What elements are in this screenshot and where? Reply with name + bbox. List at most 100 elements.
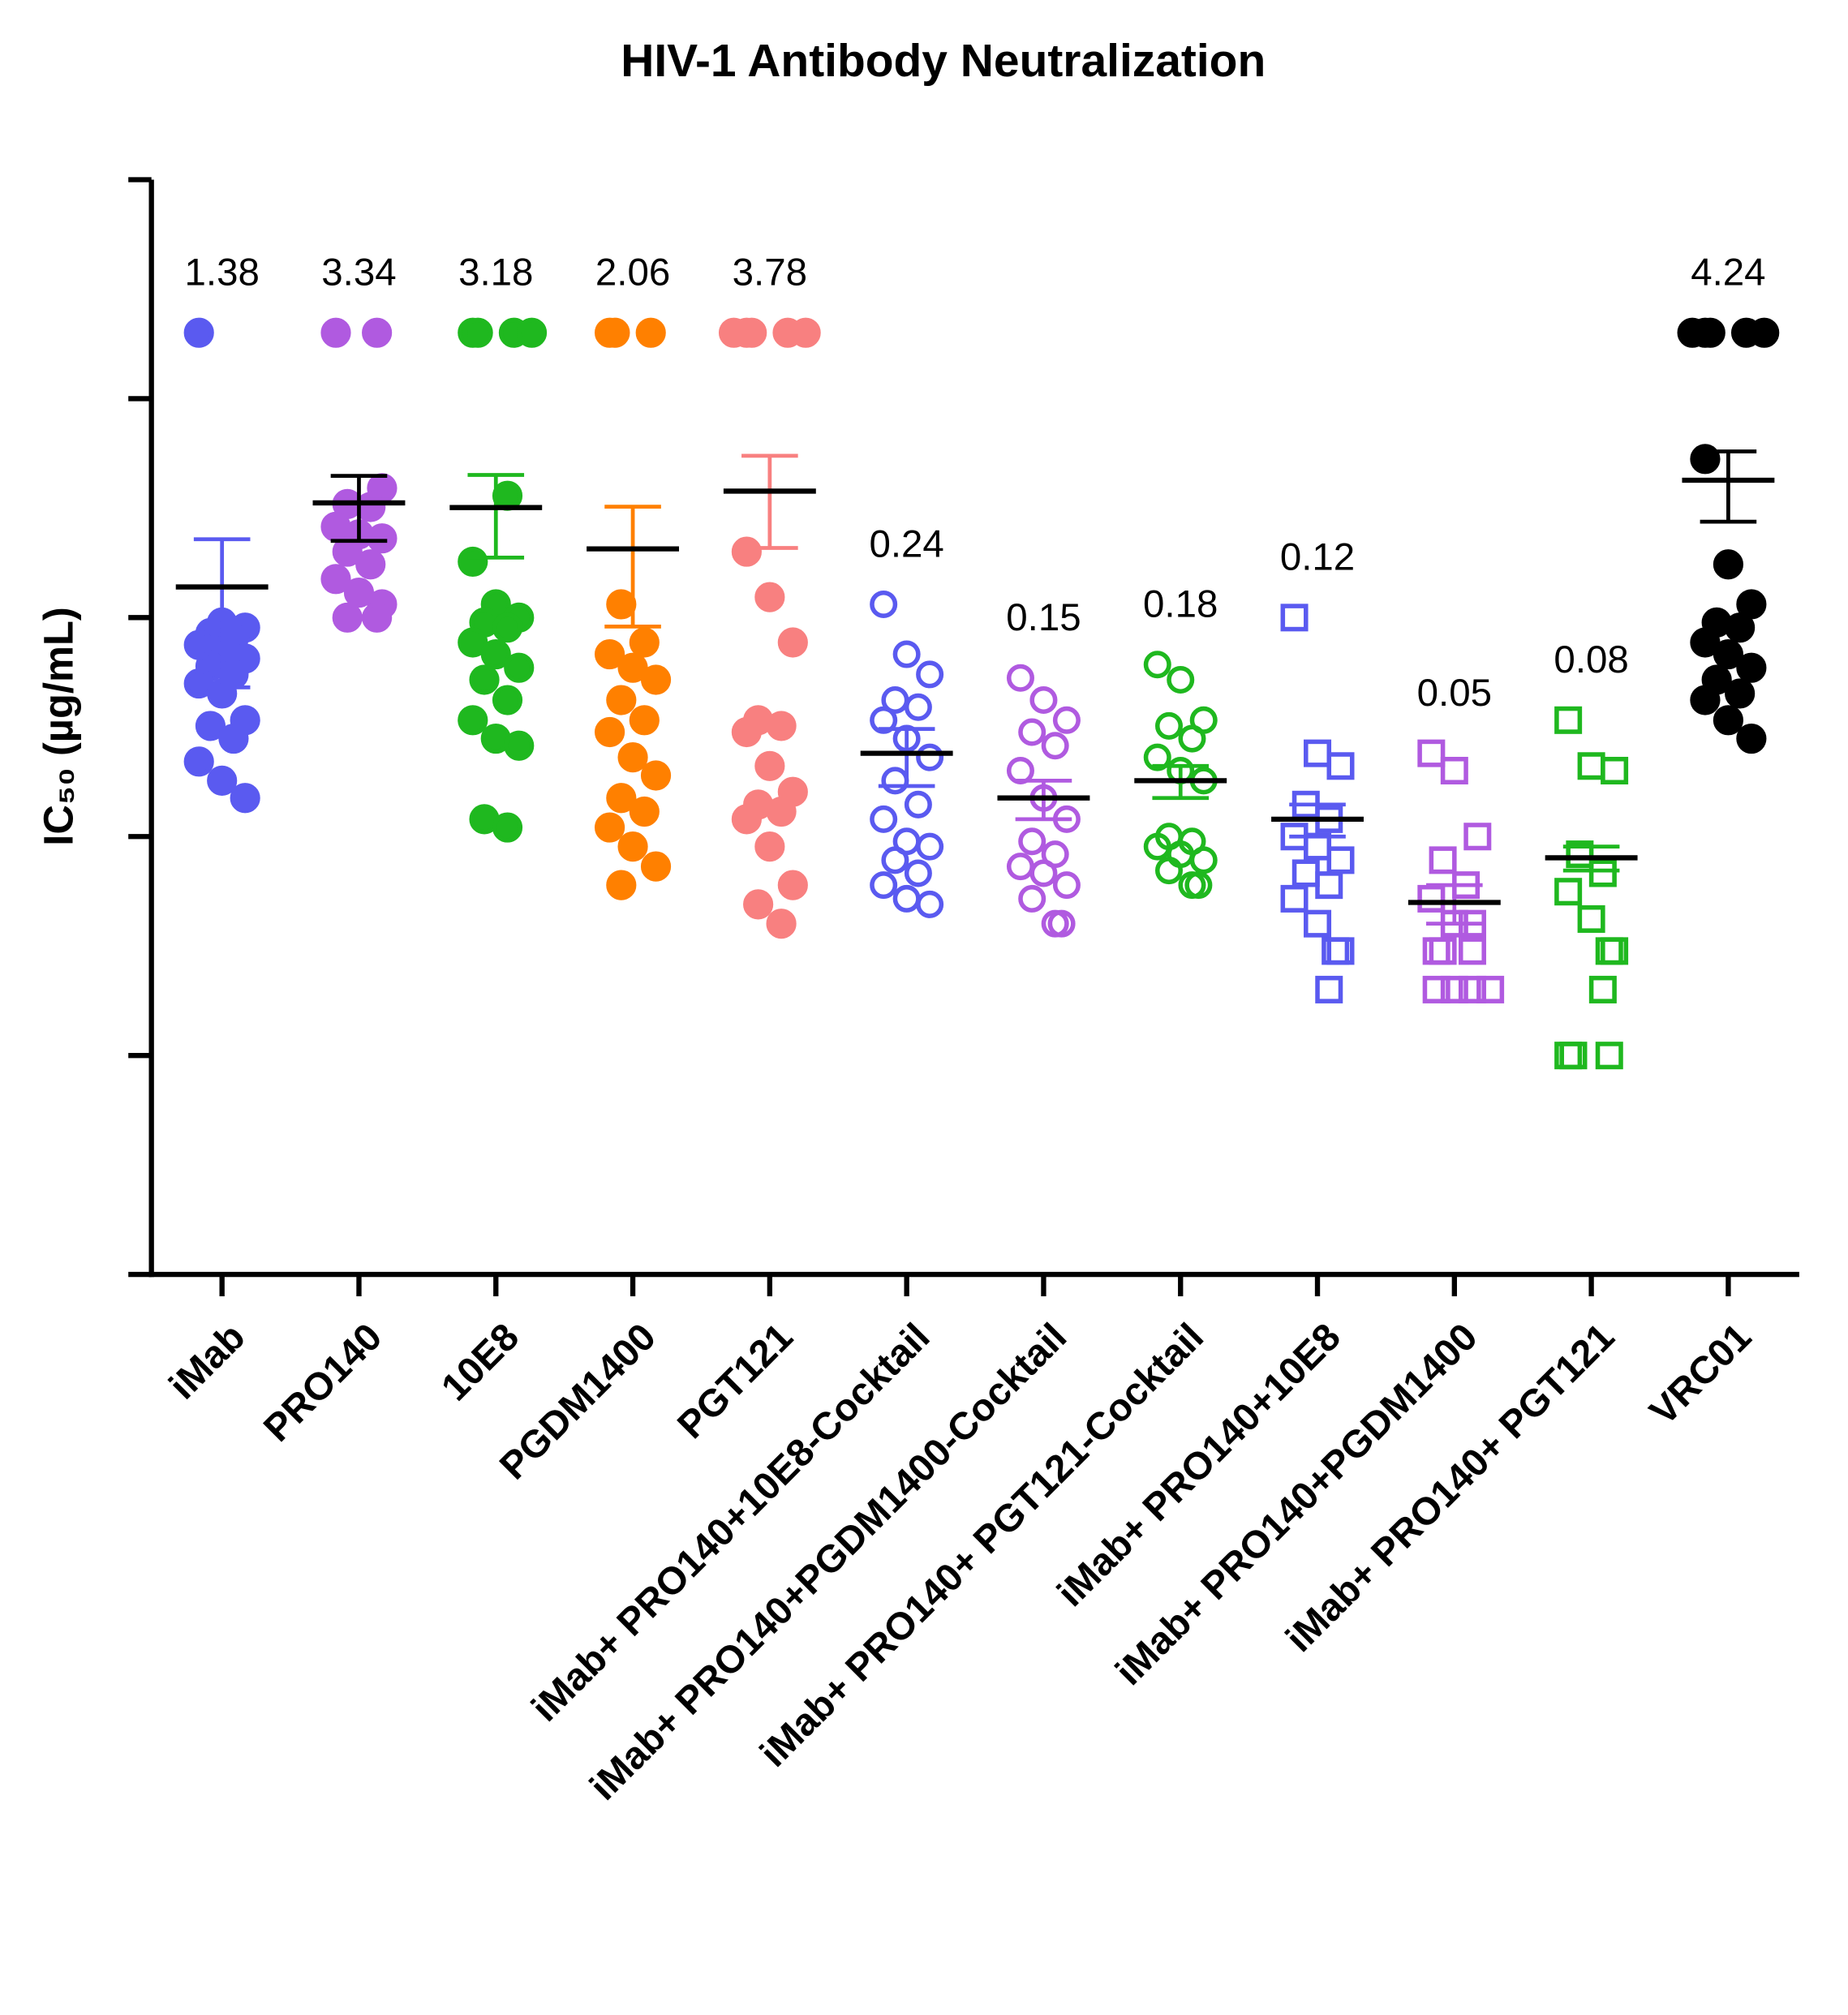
mean-label: 0.05	[1417, 672, 1492, 715]
data-point	[1326, 752, 1355, 780]
data-point	[1690, 627, 1721, 658]
data-point	[1291, 859, 1320, 887]
data-point	[904, 859, 932, 887]
data-point	[1595, 937, 1623, 965]
data-point	[635, 317, 666, 348]
data-point	[1554, 878, 1583, 906]
data-point	[904, 693, 932, 721]
data-point	[195, 711, 226, 741]
data-point	[731, 716, 762, 748]
data-point	[766, 796, 797, 827]
mean-label: 0.08	[1554, 638, 1628, 681]
data-point	[916, 660, 944, 689]
data-point	[629, 627, 660, 658]
data-point	[355, 549, 386, 580]
data-point	[1736, 589, 1767, 620]
data-point	[870, 871, 898, 900]
data-point	[1304, 832, 1332, 861]
mean-label: 1.38	[184, 251, 259, 294]
data-point	[870, 590, 898, 618]
x-tick-label: VRC01	[1642, 1315, 1760, 1433]
data-point	[1304, 739, 1332, 767]
data-point	[1052, 706, 1081, 734]
data-point	[1690, 685, 1721, 715]
data-point	[1178, 724, 1206, 753]
data-point	[777, 870, 808, 900]
data-point	[504, 652, 535, 683]
data-point	[1006, 664, 1034, 692]
data-point	[1577, 904, 1605, 933]
data-point	[1029, 686, 1058, 715]
data-point	[916, 832, 944, 861]
data-point	[462, 317, 493, 348]
data-point	[640, 664, 672, 695]
data-point	[1595, 1042, 1623, 1070]
data-point	[1143, 743, 1171, 771]
data-point	[754, 750, 785, 781]
data-point	[1143, 651, 1171, 679]
data-point	[881, 767, 909, 795]
data-point	[343, 577, 375, 608]
data-point	[1280, 884, 1309, 913]
data-point	[355, 492, 386, 522]
data-point	[594, 716, 625, 748]
data-point	[1018, 718, 1046, 746]
data-point	[320, 564, 351, 595]
mean-label: 0.12	[1280, 536, 1355, 579]
data-point	[870, 706, 898, 734]
data-point	[1029, 859, 1058, 887]
data-point	[367, 523, 398, 554]
chart-title: HIV-1 Antibody Neutralization	[621, 35, 1266, 87]
data-point	[1154, 857, 1183, 885]
data-point	[916, 890, 944, 918]
data-point	[1167, 665, 1195, 694]
data-point	[1429, 937, 1457, 965]
data-point	[600, 317, 630, 348]
data-point	[606, 870, 637, 900]
data-point	[492, 685, 523, 715]
data-point	[1677, 317, 1708, 348]
data-point	[892, 640, 921, 668]
data-point	[916, 743, 944, 771]
data-point	[892, 884, 921, 913]
data-point	[1018, 827, 1046, 856]
data-point	[1463, 823, 1492, 851]
data-point	[218, 723, 249, 754]
data-point	[777, 627, 808, 658]
data-point	[629, 705, 660, 736]
data-point	[754, 831, 785, 862]
data-point	[718, 317, 750, 348]
x-tick-label: PGT121	[669, 1315, 801, 1446]
data-point	[1713, 638, 1743, 670]
data-point	[1184, 871, 1213, 900]
mean-label: 0.24	[869, 522, 943, 565]
data-point	[1041, 732, 1069, 760]
data-point	[1713, 549, 1743, 580]
data-point	[458, 627, 488, 658]
data-point	[1422, 975, 1450, 1003]
data-point	[320, 317, 351, 348]
data-point	[492, 612, 523, 643]
data-point	[480, 638, 511, 670]
data-point	[183, 317, 214, 348]
data-point	[904, 790, 932, 818]
data-point	[790, 317, 821, 348]
data-point	[1280, 604, 1309, 632]
data-point	[1601, 756, 1629, 785]
data-point	[362, 602, 393, 633]
x-tick-label: PRO140	[256, 1315, 390, 1450]
data-point	[1322, 937, 1350, 965]
data-point	[1422, 937, 1450, 965]
data-point	[731, 536, 762, 567]
data-point	[1713, 705, 1743, 736]
data-point	[1143, 832, 1171, 861]
data-point	[469, 664, 500, 695]
data-point	[1577, 752, 1605, 780]
mean-label: 0.18	[1143, 583, 1218, 626]
data-point	[766, 909, 797, 939]
mean-label: 0.15	[1006, 596, 1081, 639]
data-point	[881, 846, 909, 874]
data-point	[1736, 652, 1767, 683]
